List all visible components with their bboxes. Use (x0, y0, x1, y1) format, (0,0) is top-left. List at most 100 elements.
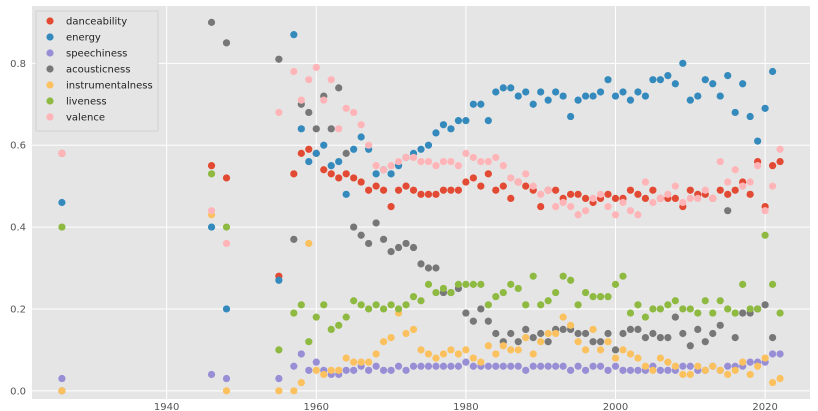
point-speechiness (275, 374, 283, 383)
point-liveness (709, 309, 717, 317)
y-tick-label: 0.0 (10, 386, 26, 397)
point-acousticness (537, 329, 545, 338)
point-energy (709, 80, 717, 88)
point-energy (544, 96, 552, 104)
point-acousticness (402, 239, 410, 248)
point-liveness (686, 305, 694, 313)
legend-marker-instrumentalness (46, 81, 54, 89)
point-valence (372, 162, 380, 170)
point-speechiness (365, 366, 373, 374)
point-instrumentalness (776, 374, 784, 383)
point-speechiness (207, 370, 216, 379)
point-energy (462, 117, 470, 125)
series-energy (58, 31, 777, 313)
point-danceability (477, 182, 485, 190)
point-speechiness (469, 362, 477, 370)
point-energy (701, 76, 709, 84)
point-valence (522, 170, 530, 178)
point-energy (611, 92, 620, 100)
point-instrumentalness (641, 362, 650, 370)
point-speechiness (679, 362, 687, 370)
point-instrumentalness (447, 346, 455, 354)
point-instrumentalness (484, 342, 492, 350)
point-instrumentalness (297, 379, 305, 387)
point-valence (222, 239, 231, 248)
point-valence (499, 162, 507, 170)
legend-marker-liveness (46, 97, 54, 105)
point-instrumentalness (335, 366, 343, 374)
point-speechiness (350, 366, 358, 374)
point-danceability (335, 174, 343, 182)
point-instrumentalness (537, 338, 545, 346)
point-instrumentalness (746, 370, 754, 379)
point-liveness (290, 309, 298, 317)
point-instrumentalness (581, 346, 590, 354)
point-energy (522, 88, 530, 96)
point-acousticness (694, 325, 702, 334)
point-acousticness (387, 248, 395, 256)
point-speechiness (686, 362, 694, 370)
point-valence (634, 211, 642, 219)
series-instrumentalness (58, 211, 784, 395)
point-speechiness (656, 366, 664, 374)
point-liveness (552, 288, 560, 297)
point-liveness (439, 284, 448, 293)
point-energy (357, 133, 365, 141)
point-valence (312, 63, 320, 72)
point-acousticness (372, 219, 380, 227)
point-energy (290, 31, 298, 39)
point-instrumentalness (567, 321, 575, 329)
point-speechiness (492, 362, 500, 370)
point-speechiness (574, 362, 582, 370)
point-valence (387, 162, 395, 170)
point-instrumentalness (552, 329, 560, 338)
point-valence (514, 178, 522, 186)
point-speechiness (372, 362, 380, 370)
legend-label-speechiness: speechiness (66, 49, 127, 60)
point-instrumentalness (754, 362, 762, 370)
legend-label-danceability: danceability (66, 17, 127, 28)
point-energy (469, 100, 477, 108)
point-energy (454, 117, 463, 125)
point-acousticness (222, 39, 231, 47)
point-danceability (439, 186, 448, 194)
point-valence (574, 211, 582, 219)
point-acousticness (432, 264, 440, 272)
point-acousticness (409, 243, 418, 252)
point-instrumentalness (365, 358, 373, 366)
point-liveness (619, 272, 627, 280)
point-danceability (604, 190, 612, 198)
point-valence (327, 76, 335, 84)
point-acousticness (768, 333, 777, 342)
point-valence (626, 207, 635, 215)
x-tick-label: 1940 (154, 402, 179, 411)
point-energy (439, 121, 448, 129)
point-valence (552, 202, 560, 211)
point-instrumentalness (469, 354, 477, 362)
point-energy (589, 92, 597, 100)
point-energy (552, 88, 560, 96)
point-danceability (350, 174, 358, 182)
point-speechiness (544, 362, 552, 370)
point-liveness (522, 301, 530, 309)
point-danceability (634, 190, 642, 198)
point-danceability (776, 157, 784, 166)
point-acousticness (574, 329, 582, 338)
point-energy (305, 157, 313, 166)
point-acousticness (417, 260, 425, 268)
point-energy (207, 223, 216, 231)
point-energy (649, 76, 657, 84)
y-tick-label: 0.6 (10, 141, 26, 152)
point-valence (701, 186, 709, 194)
point-valence (544, 186, 552, 194)
point-valence (686, 194, 694, 203)
point-valence (724, 178, 732, 186)
point-instrumentalness (529, 350, 537, 358)
point-energy (596, 88, 605, 96)
point-acousticness (656, 333, 664, 342)
point-liveness (207, 170, 216, 178)
point-speechiness (454, 362, 463, 370)
point-speechiness (589, 362, 597, 370)
point-valence (761, 207, 769, 215)
